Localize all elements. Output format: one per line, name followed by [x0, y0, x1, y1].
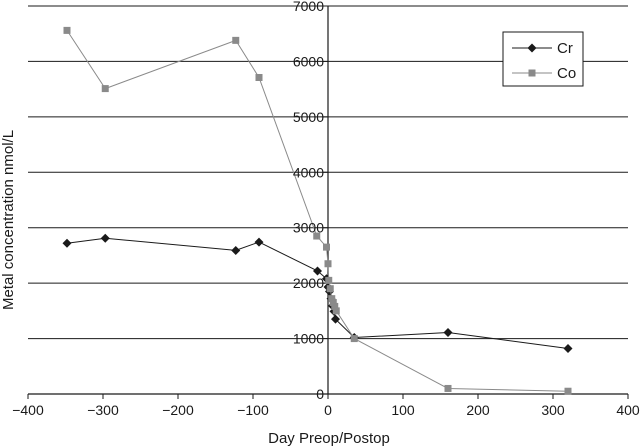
- series-co-line: [66, 30, 569, 392]
- series-layer: [62, 26, 573, 395]
- series-cr-point: [331, 314, 340, 324]
- legend-box: [502, 31, 584, 87]
- series-cr-point: [313, 266, 322, 276]
- series-co-point: [325, 276, 333, 284]
- series-co-point: [313, 232, 321, 240]
- x-tick-label-0: 0: [324, 402, 332, 418]
- y-tick-label-4000: 4000: [293, 164, 324, 180]
- series-co-point: [350, 335, 358, 343]
- y-tick-label-6000: 6000: [293, 53, 324, 69]
- x-axis-title: Day Preop/Postop: [268, 430, 390, 447]
- series-co-point: [324, 260, 332, 268]
- x-tick-label-200: 200: [466, 402, 490, 418]
- series-cr-point: [254, 237, 264, 247]
- x-tick-label--200: −200: [162, 402, 194, 418]
- legend-co-label: Co: [557, 65, 576, 82]
- series-cr-point: [563, 344, 573, 354]
- series-co-point: [255, 74, 263, 82]
- x-tick-label-400: 400: [616, 402, 640, 418]
- tick-labels: −400 −300 −200 −100 0 100 200 300 40001000200030…: [12, 0, 640, 418]
- series-co-point: [332, 307, 340, 315]
- series-co-point: [564, 387, 572, 395]
- y-tick-label-2000: 2000: [293, 275, 324, 291]
- legend: Cr Co: [502, 31, 584, 87]
- series-co-point: [331, 302, 339, 310]
- x-tick-label--400: −400: [12, 402, 44, 418]
- x-tick-label-100: 100: [391, 402, 415, 418]
- series-co-point: [444, 384, 452, 392]
- series-co-point: [329, 299, 337, 307]
- y-tick-label-0: 0: [316, 386, 324, 402]
- axes: [27, 5, 629, 399]
- legend-co-marker: [528, 69, 536, 77]
- series-co-point: [232, 36, 240, 44]
- x-tick-label--100: −100: [237, 402, 269, 418]
- series-co-point: [328, 295, 336, 303]
- series-cr-point: [443, 327, 453, 337]
- series-co-point: [323, 243, 330, 251]
- x-tick-label-300: 300: [541, 402, 565, 418]
- y-tick-label-7000: 7000: [293, 0, 324, 14]
- legend-cr-marker: [527, 43, 537, 53]
- legend-cr-label: Cr: [557, 40, 573, 57]
- y-tick-label-1000: 1000: [293, 331, 324, 347]
- x-tick-label--300: −300: [87, 402, 119, 418]
- series-co-point: [326, 285, 334, 293]
- y-tick-label-5000: 5000: [293, 109, 324, 125]
- series-cr-point: [62, 238, 72, 248]
- series-cr-point: [100, 233, 110, 243]
- series-cr-point: [231, 245, 241, 255]
- series-co: [63, 26, 572, 395]
- y-axis-title: Metal concentration nmol/L: [0, 130, 17, 310]
- series-co-point: [101, 85, 109, 93]
- y-tick-label-3000: 3000: [293, 220, 324, 236]
- series-co-point: [63, 26, 71, 34]
